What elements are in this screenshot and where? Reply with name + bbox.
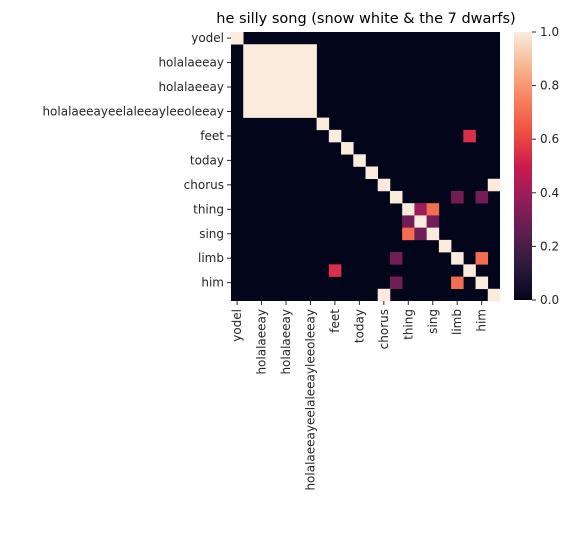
x-tick-label: sing: [426, 309, 440, 334]
heatmap-cell: [426, 215, 440, 228]
heatmap-cell: [487, 178, 501, 192]
heatmap-cell: [451, 252, 464, 265]
heatmap-cell: [402, 227, 415, 241]
heatmap-cells: [231, 32, 501, 302]
x-tick-label: thing: [401, 309, 415, 340]
y-tick-label: chorus: [184, 178, 224, 192]
heatmap-cell: [402, 203, 415, 216]
y-tick-label: holalaeeayeelaleeayleeoleeay: [42, 104, 224, 118]
heatmap-cell: [231, 32, 244, 45]
x-tick-label: holalaeeay: [279, 309, 293, 375]
heatmap-cell: [365, 166, 379, 180]
colorbar-tick-label: 0.8: [540, 79, 559, 93]
y-tick-label: holalaeeay: [158, 80, 224, 94]
colorbar-tick-label: 0.4: [540, 186, 559, 200]
heatmap-cell: [377, 288, 391, 302]
heatmap-cell: [426, 227, 440, 241]
x-tick-label: today: [352, 309, 366, 343]
x-tick-label: chorus: [377, 309, 391, 349]
y-tick-label: feet: [200, 129, 224, 143]
heatmap-cell: [475, 190, 489, 204]
heatmap-cell: [451, 276, 464, 290]
colorbar-gradient: [514, 32, 532, 300]
heatmap-cell: [328, 129, 342, 143]
colorbar-tick-label: 1.0: [540, 25, 559, 39]
x-tick-label: holalaeeayeelaleeayleeoleeay: [303, 309, 317, 491]
heatmap-cell: [414, 203, 427, 216]
y-tick-label: sing: [199, 227, 224, 241]
x-axis-ticks: yodel holalaeeay holalaeeay holalaeeayeelal…: [230, 301, 489, 491]
y-axis-ticks: yodel holalaeeay holalaeeay holalaeeayeelal…: [42, 31, 231, 290]
x-tick-label: holalaeeay: [255, 309, 269, 375]
heatmap-cell: [328, 264, 342, 277]
colorbar-tick-label: 0.2: [540, 239, 559, 253]
heatmap-cell: [341, 142, 354, 155]
heatmap-cell: [426, 203, 440, 216]
chart-title: he silly song (snow white & the 7 dwarfs…: [216, 11, 515, 27]
heatmap-cell: [389, 190, 403, 204]
heatmap-cell: [414, 227, 427, 241]
x-tick-label: yodel: [230, 309, 244, 342]
x-tick-label: limb: [450, 309, 464, 335]
colorbar: 0.0 0.2 0.4 0.6 0.8 1.0: [514, 25, 559, 307]
y-tick-label: yodel: [191, 31, 224, 45]
heatmap-cell: [402, 215, 415, 228]
heatmap-cell: [243, 44, 317, 118]
x-tick-label: him: [475, 309, 489, 332]
y-tick-label: limb: [198, 251, 224, 265]
heatmap-cell: [475, 276, 489, 290]
x-tick-label: feet: [328, 309, 342, 333]
heatmap-cell: [316, 117, 330, 131]
colorbar-tick-label: 0.6: [540, 132, 559, 146]
heatmap-cell: [389, 252, 403, 265]
heatmap-cell: [451, 190, 464, 204]
y-tick-label: today: [190, 153, 224, 167]
heatmap-cell: [475, 252, 489, 265]
heatmap-cell: [463, 264, 476, 277]
colorbar-tick-label: 0.0: [540, 293, 559, 307]
heatmap-cell: [353, 154, 366, 167]
heatmap-cell: [414, 215, 427, 228]
heatmap-cell: [487, 288, 501, 302]
y-tick-label: thing: [193, 202, 224, 216]
heatmap-cell: [463, 129, 476, 143]
heatmap-cell: [377, 178, 391, 192]
y-tick-label: him: [201, 276, 224, 290]
y-tick-label: holalaeeay: [158, 56, 224, 70]
heatmap-cell: [438, 239, 452, 253]
colorbar-ticks: 0.0 0.2 0.4 0.6 0.8 1.0: [532, 25, 559, 307]
heatmap-cell: [389, 276, 403, 290]
